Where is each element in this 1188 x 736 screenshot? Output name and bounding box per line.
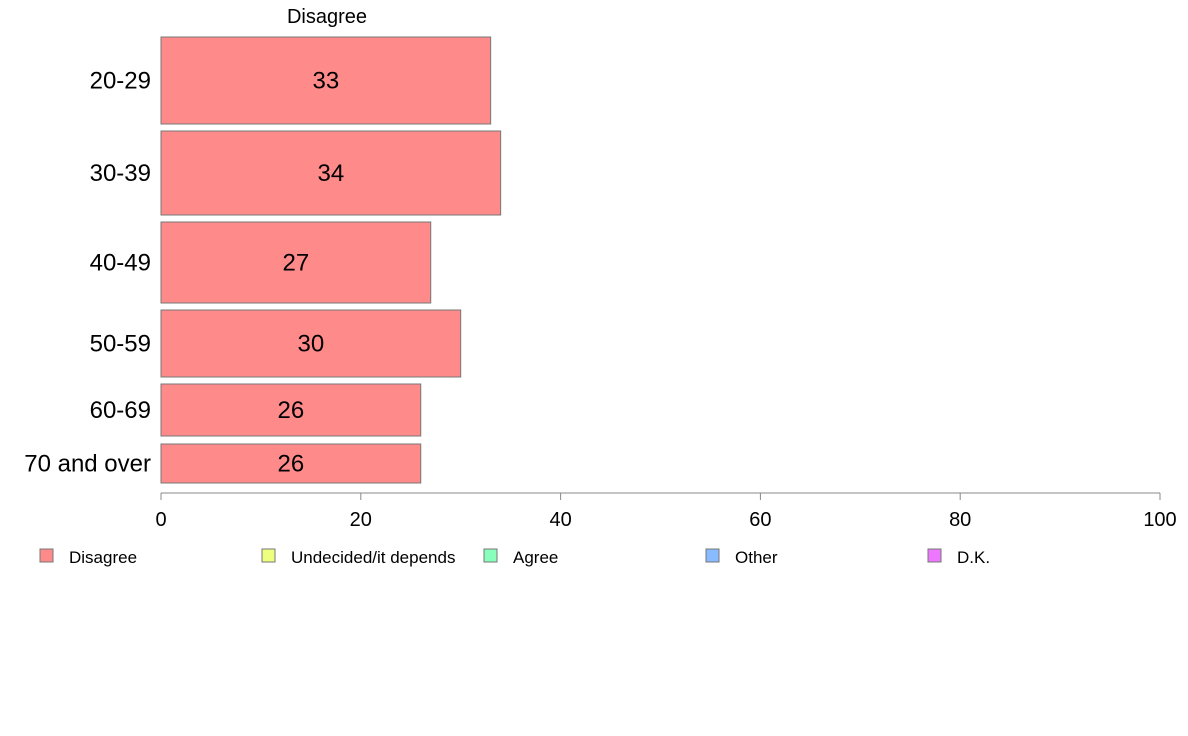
legend-swatch — [927, 548, 942, 563]
legend-label: D.K. — [957, 548, 990, 567]
bar — [160, 443, 422, 484]
x-tick-label: 60 — [749, 509, 771, 531]
category-label: 70 and over — [24, 451, 151, 478]
category-label: 60-69 — [90, 397, 151, 424]
data-label: 33 — [312, 68, 339, 95]
category-label: 30-39 — [90, 160, 151, 187]
x-tick-label: 0 — [155, 509, 166, 531]
legend-swatch — [261, 548, 276, 563]
legend-label: Disagree — [69, 548, 137, 567]
category-label: 40-49 — [90, 250, 151, 277]
x-tick-label: 20 — [350, 509, 372, 531]
legend: Disagree Undecided/it depends Agree Other D.… — [39, 548, 990, 567]
x-axis: 0 20 40 60 80 100 — [155, 492, 1177, 531]
data-label: 27 — [283, 250, 310, 277]
panel-title: Disagree — [287, 6, 367, 28]
legend-swatch — [483, 548, 498, 563]
data-label: 26 — [278, 451, 305, 478]
category-label: 50-59 — [90, 331, 151, 358]
bar — [160, 309, 462, 378]
x-tick-label: 80 — [949, 509, 971, 531]
legend-swatch — [39, 548, 54, 563]
x-tick-label: 100 — [1143, 509, 1176, 531]
category-label: 20-29 — [90, 68, 151, 95]
bar — [160, 36, 492, 125]
bar — [160, 383, 422, 437]
bar — [160, 130, 502, 216]
legend-swatch — [705, 548, 720, 563]
bar — [160, 221, 432, 304]
legend-label: Undecided/it depends — [291, 548, 455, 567]
data-label: 30 — [297, 331, 324, 358]
data-label: 34 — [317, 160, 344, 187]
legend-label: Other — [735, 548, 778, 567]
x-tick-label: 40 — [549, 509, 571, 531]
legend-label: Agree — [513, 548, 558, 567]
data-label: 26 — [278, 397, 305, 424]
bars: 33 20-29 34 30-39 27 40-49 30 50-59 26 60-69 26 70 … — [24, 36, 502, 484]
